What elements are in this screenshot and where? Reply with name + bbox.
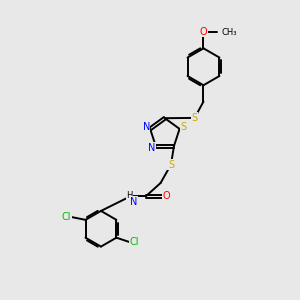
- Text: N: N: [142, 122, 150, 132]
- Text: S: S: [181, 122, 187, 132]
- Text: S: S: [191, 113, 198, 123]
- Text: N: N: [130, 197, 137, 207]
- Text: O: O: [162, 191, 170, 201]
- Text: Cl: Cl: [62, 212, 71, 222]
- Text: O: O: [200, 27, 207, 37]
- Text: S: S: [168, 160, 174, 170]
- Text: Cl: Cl: [129, 237, 139, 247]
- Text: H: H: [127, 191, 133, 200]
- Text: N: N: [148, 142, 156, 153]
- Text: CH₃: CH₃: [222, 28, 237, 37]
